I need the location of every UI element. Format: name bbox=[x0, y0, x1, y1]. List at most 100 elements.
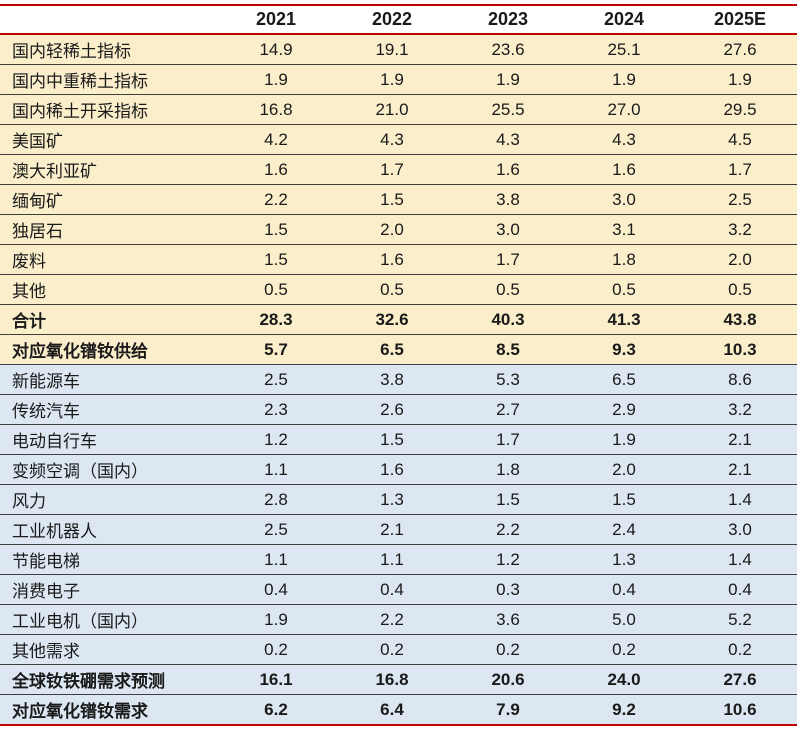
cell-value: 0.2 bbox=[334, 634, 450, 665]
cell-value: 1.4 bbox=[682, 484, 797, 515]
cell-value: 2.2 bbox=[334, 604, 450, 635]
row-label: 全球钕铁硼需求预测 bbox=[0, 664, 218, 695]
row-label: 消费电子 bbox=[0, 574, 218, 605]
table-header: 2021 2022 2023 2024 2025E bbox=[0, 5, 797, 35]
cell-value: 6.5 bbox=[566, 364, 682, 395]
table-row: 新能源车 2.5 3.8 5.3 6.5 8.6 bbox=[0, 364, 797, 395]
table-row: 其他 0.5 0.5 0.5 0.5 0.5 bbox=[0, 274, 797, 305]
cell-value: 25.1 bbox=[566, 34, 682, 65]
cell-value: 1.9 bbox=[334, 64, 450, 95]
cell-value: 1.9 bbox=[450, 64, 566, 95]
cell-value: 4.5 bbox=[682, 124, 797, 155]
cell-value: 2.7 bbox=[450, 394, 566, 425]
cell-value: 4.2 bbox=[218, 124, 334, 155]
row-label: 风力 bbox=[0, 484, 218, 515]
row-label: 对应氧化镨钕供给 bbox=[0, 334, 218, 365]
row-label: 澳大利亚矿 bbox=[0, 154, 218, 185]
cell-value: 1.7 bbox=[450, 424, 566, 455]
cell-value: 1.5 bbox=[218, 244, 334, 275]
table-row: 工业机器人 2.5 2.1 2.2 2.4 3.0 bbox=[0, 514, 797, 545]
cell-value: 10.6 bbox=[682, 694, 797, 725]
table-row: 美国矿 4.2 4.3 4.3 4.3 4.5 bbox=[0, 124, 797, 155]
cell-value: 0.4 bbox=[334, 574, 450, 605]
table-row: 消费电子 0.4 0.4 0.3 0.4 0.4 bbox=[0, 574, 797, 605]
table-row: 其他需求 0.2 0.2 0.2 0.2 0.2 bbox=[0, 634, 797, 665]
cell-value: 3.6 bbox=[450, 604, 566, 635]
cell-value: 5.2 bbox=[682, 604, 797, 635]
cell-value: 24.0 bbox=[566, 664, 682, 695]
cell-value: 4.3 bbox=[566, 124, 682, 155]
cell-value: 23.6 bbox=[450, 34, 566, 65]
cell-value: 0.3 bbox=[450, 574, 566, 605]
row-label: 国内中重稀土指标 bbox=[0, 64, 218, 95]
cell-value: 14.9 bbox=[218, 34, 334, 65]
cell-value: 20.6 bbox=[450, 664, 566, 695]
cell-value: 1.2 bbox=[218, 424, 334, 455]
table-row: 风力 2.8 1.3 1.5 1.5 1.4 bbox=[0, 484, 797, 515]
cell-value: 0.5 bbox=[218, 274, 334, 305]
cell-value: 1.7 bbox=[682, 154, 797, 185]
cell-value: 0.2 bbox=[566, 634, 682, 665]
cell-value: 1.1 bbox=[334, 544, 450, 575]
cell-value: 2.1 bbox=[682, 454, 797, 485]
cell-value: 8.5 bbox=[450, 334, 566, 365]
cell-value: 1.6 bbox=[334, 454, 450, 485]
cell-value: 1.5 bbox=[334, 424, 450, 455]
cell-value: 9.2 bbox=[566, 694, 682, 725]
cell-value: 19.1 bbox=[334, 34, 450, 65]
cell-value: 2.5 bbox=[218, 364, 334, 395]
table-row: 国内稀土开采指标 16.8 21.0 25.5 27.0 29.5 bbox=[0, 94, 797, 125]
cell-value: 2.1 bbox=[682, 424, 797, 455]
cell-value: 10.3 bbox=[682, 334, 797, 365]
cell-value: 2.4 bbox=[566, 514, 682, 545]
cell-value: 7.9 bbox=[450, 694, 566, 725]
cell-value: 6.5 bbox=[334, 334, 450, 365]
table-row: 合计 28.3 32.6 40.3 41.3 43.8 bbox=[0, 304, 797, 335]
cell-value: 27.6 bbox=[682, 34, 797, 65]
cell-value: 3.1 bbox=[566, 214, 682, 245]
cell-value: 1.9 bbox=[218, 604, 334, 635]
table-row: 废料 1.5 1.6 1.7 1.8 2.0 bbox=[0, 244, 797, 275]
cell-value: 6.4 bbox=[334, 694, 450, 725]
cell-value: 1.5 bbox=[450, 484, 566, 515]
table-row: 工业电机（国内） 1.9 2.2 3.6 5.0 5.2 bbox=[0, 604, 797, 635]
cell-value: 6.2 bbox=[218, 694, 334, 725]
cell-value: 3.2 bbox=[682, 214, 797, 245]
row-label: 独居石 bbox=[0, 214, 218, 245]
cell-value: 28.3 bbox=[218, 304, 334, 335]
column-header: 2023 bbox=[450, 5, 566, 35]
cell-value: 2.0 bbox=[566, 454, 682, 485]
row-label: 电动自行车 bbox=[0, 424, 218, 455]
cell-value: 1.9 bbox=[682, 64, 797, 95]
cell-value: 2.0 bbox=[334, 214, 450, 245]
cell-value: 5.7 bbox=[218, 334, 334, 365]
row-label: 节能电梯 bbox=[0, 544, 218, 575]
cell-value: 3.0 bbox=[566, 184, 682, 215]
cell-value: 1.3 bbox=[566, 544, 682, 575]
cell-value: 2.5 bbox=[682, 184, 797, 215]
cell-value: 3.0 bbox=[450, 214, 566, 245]
cell-value: 0.2 bbox=[450, 634, 566, 665]
row-label: 国内轻稀土指标 bbox=[0, 34, 218, 65]
cell-value: 1.6 bbox=[334, 244, 450, 275]
table-row: 电动自行车 1.2 1.5 1.7 1.9 2.1 bbox=[0, 424, 797, 455]
cell-value: 3.0 bbox=[682, 514, 797, 545]
cell-value: 16.1 bbox=[218, 664, 334, 695]
cell-value: 2.5 bbox=[218, 514, 334, 545]
table-row: 独居石 1.5 2.0 3.0 3.1 3.2 bbox=[0, 214, 797, 245]
cell-value: 29.5 bbox=[682, 94, 797, 125]
cell-value: 2.2 bbox=[450, 514, 566, 545]
cell-value: 2.2 bbox=[218, 184, 334, 215]
cell-value: 4.3 bbox=[450, 124, 566, 155]
cell-value: 1.5 bbox=[218, 214, 334, 245]
cell-value: 0.2 bbox=[682, 634, 797, 665]
cell-value: 8.6 bbox=[682, 364, 797, 395]
cell-value: 2.8 bbox=[218, 484, 334, 515]
cell-value: 0.4 bbox=[218, 574, 334, 605]
cell-value: 1.6 bbox=[450, 154, 566, 185]
cell-value: 3.8 bbox=[334, 364, 450, 395]
cell-value: 21.0 bbox=[334, 94, 450, 125]
row-label: 国内稀土开采指标 bbox=[0, 94, 218, 125]
cell-value: 4.3 bbox=[334, 124, 450, 155]
cell-value: 27.6 bbox=[682, 664, 797, 695]
